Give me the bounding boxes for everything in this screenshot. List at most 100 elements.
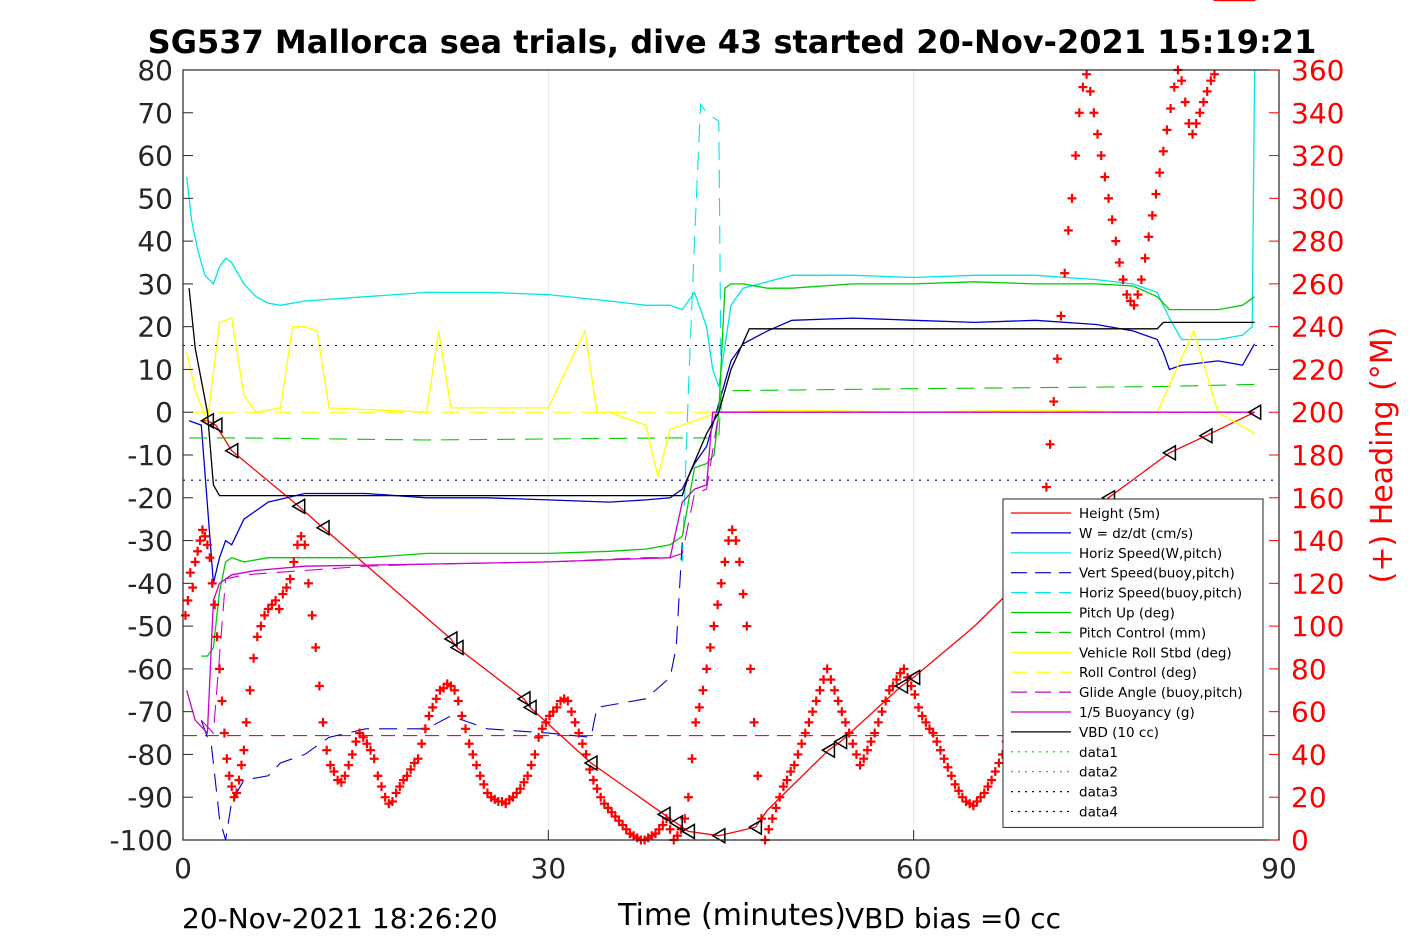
heading-point: [193, 546, 203, 556]
height-marker: [516, 690, 531, 708]
y2-tick-label: 40: [1291, 738, 1327, 771]
heading-point: [336, 777, 346, 787]
heading-point: [380, 792, 390, 802]
heading-point: [987, 775, 997, 785]
heading-point: [1136, 275, 1146, 285]
heading-point: [782, 775, 792, 785]
heading-point: [188, 583, 198, 593]
heading-point: [793, 749, 803, 759]
heading-point: [190, 557, 200, 567]
y2-tick-label: 260: [1291, 268, 1344, 301]
heading-point: [1096, 151, 1106, 161]
height-marker: [894, 677, 909, 695]
heading-point: [694, 702, 704, 712]
x-tick-labels: 0 30 60 90: [174, 830, 1297, 885]
legend-label: Roll Control (deg): [1079, 665, 1197, 681]
heading-point: [716, 578, 726, 588]
heading-point: [274, 604, 284, 614]
y-tick-label: 40: [137, 225, 173, 258]
height-marker: [1161, 444, 1177, 462]
heading-point: [1133, 290, 1143, 300]
heading-point: [1122, 290, 1132, 300]
heading-point: [391, 788, 401, 798]
heading-point: [232, 788, 242, 798]
heading-point: [1085, 86, 1095, 96]
heading-point: [1180, 97, 1190, 107]
heading-point: [749, 717, 759, 727]
heading-point: [303, 578, 313, 588]
y-tick-labels-left: 80 70 60 50 40 30 20 10 0 -10 -20 -30 -40 -50 -60 -70 -8…: [109, 54, 193, 857]
heading-point: [526, 760, 536, 770]
heading-point: [702, 664, 712, 674]
heading-point: [537, 724, 547, 734]
heading-point: [917, 711, 927, 721]
heading-point: [417, 739, 427, 749]
legend-label: Vert Speed(buoy,pitch): [1079, 566, 1235, 582]
series-line-6: [189, 383, 1255, 441]
heading-point: [183, 595, 193, 605]
heading-point: [910, 690, 920, 700]
y2-tick-label: 100: [1291, 610, 1344, 643]
y-tick-labels-right: 3603403203002802602402202001801601401201…: [1269, 54, 1344, 857]
legend-label: Height (5m): [1079, 506, 1160, 522]
heading-point: [1162, 125, 1172, 135]
series-line-9: [200, 411, 1255, 735]
heading-point: [1056, 311, 1066, 321]
heading-point: [1198, 97, 1208, 107]
heading-point: [282, 583, 292, 593]
heading-point: [200, 531, 210, 541]
heading-point: [840, 717, 850, 727]
heading-point: [322, 745, 332, 755]
heading-point: [566, 707, 576, 717]
heading-point: [950, 779, 960, 789]
heading-point: [1169, 82, 1179, 92]
heading-point: [1093, 129, 1103, 139]
y2-tick-label: 140: [1291, 525, 1344, 558]
heading-point: [705, 643, 715, 652]
height-marker: [224, 442, 239, 460]
y-tick-label: -30: [127, 525, 173, 558]
heading-point: [800, 728, 810, 738]
y2-tick-label: 200: [1291, 396, 1344, 429]
height-marker: [711, 827, 726, 845]
heading-point: [239, 745, 249, 755]
heading-point: [256, 621, 266, 631]
heading-point: [1071, 151, 1081, 161]
heading-point: [205, 553, 215, 563]
heading-point: [691, 717, 701, 727]
series-line-3: [200, 540, 683, 841]
heading-point: [413, 754, 423, 764]
heading-point: [658, 820, 668, 830]
heading-point: [402, 771, 412, 781]
heading-point: [515, 784, 525, 794]
heading-point: [563, 696, 573, 706]
heading-point: [1206, 76, 1216, 86]
y2-tick-label: 240: [1291, 311, 1344, 344]
heading-point: [471, 760, 481, 770]
heading-point: [1052, 354, 1062, 364]
heading-point: [534, 732, 544, 742]
y-tick-label: -50: [127, 610, 173, 643]
heading-point: [347, 749, 357, 759]
heading-point: [450, 685, 460, 695]
height-marker: [656, 806, 671, 823]
heading-point: [296, 531, 306, 541]
y2-tick-label: 120: [1291, 567, 1344, 600]
heading-point: [252, 632, 262, 642]
legend-label: Pitch Control (mm): [1079, 625, 1206, 641]
heading-point: [862, 745, 872, 755]
heading-point: [570, 717, 580, 727]
heading-point: [351, 737, 361, 747]
x-tick-label: 60: [896, 852, 932, 885]
height-marker: [747, 818, 763, 836]
heading-point: [830, 685, 840, 695]
heading-point: [1144, 232, 1154, 242]
heading-point: [797, 739, 807, 749]
y2-tick-label: 0: [1291, 824, 1309, 857]
heading-point: [197, 525, 207, 535]
heading-point: [581, 749, 591, 759]
heading-point: [892, 675, 902, 685]
heading-point: [789, 760, 799, 770]
heading-point: [983, 782, 993, 792]
heading-point: [1104, 193, 1114, 203]
